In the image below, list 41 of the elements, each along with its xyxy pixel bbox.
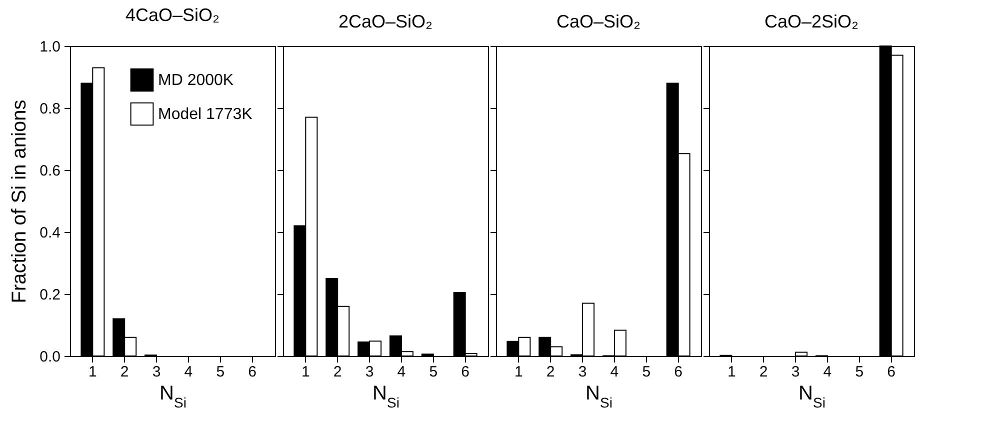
x-axis-title: N$_{Si}$ [160, 382, 186, 410]
y-tick-label: 0.0 [40, 348, 60, 366]
x-tick-label: 4 [610, 364, 619, 380]
chart-title: 2CaO–SiO₂ [338, 12, 433, 32]
x-tick-label: 5 [855, 364, 864, 380]
y-tick-label: 0.4 [40, 224, 60, 242]
y-tick-label: 1.0 [40, 38, 60, 56]
x-tick-label: 4 [397, 364, 406, 380]
y-axis-title: Fraction of Si in anions [8, 100, 31, 304]
x-tick-label: 3 [152, 364, 161, 380]
legend-label: Model 1773K [158, 106, 253, 123]
x-axis-title: N$_{Si}$ [798, 382, 826, 410]
x-tick-label: 3 [578, 364, 587, 380]
chart-title: 4CaO–SiO₂ [125, 5, 220, 25]
x-tick-label: 3 [365, 364, 374, 380]
x-axis-title: N$_{Si}$ [372, 382, 400, 410]
x-tick-label: 1 [302, 364, 310, 380]
x-tick-label: 4 [823, 364, 832, 380]
x-tick-label: 2 [759, 364, 768, 380]
x-tick-label: 4 [184, 364, 193, 380]
y-tick-label: 0.8 [40, 100, 60, 118]
x-tick-label: 3 [791, 364, 800, 380]
x-tick-label: 6 [461, 364, 470, 380]
x-tick-label: 2 [120, 364, 129, 380]
chart-title: CaO–2SiO₂ [764, 12, 859, 32]
x-tick-label: 5 [642, 364, 651, 380]
x-tick-label: 5 [429, 364, 438, 380]
x-tick-label: 5 [216, 364, 225, 380]
x-tick-label: 1 [88, 364, 97, 380]
x-tick-label: 1 [514, 364, 523, 380]
chart-title: CaO–SiO₂ [556, 12, 641, 32]
y-tick-label: 0.2 [40, 286, 60, 304]
x-tick-label: 2 [546, 364, 555, 380]
x-axis-title: N$_{Si}$ [586, 382, 612, 410]
x-tick-label: 2 [333, 364, 342, 380]
x-tick-label: 6 [248, 364, 256, 380]
legend-label: MD 2000K [158, 72, 234, 89]
x-tick-label: 1 [728, 364, 736, 380]
y-tick-label: 0.6 [40, 162, 60, 180]
x-tick-label: 6 [887, 364, 896, 380]
x-tick-label: 6 [674, 364, 682, 380]
